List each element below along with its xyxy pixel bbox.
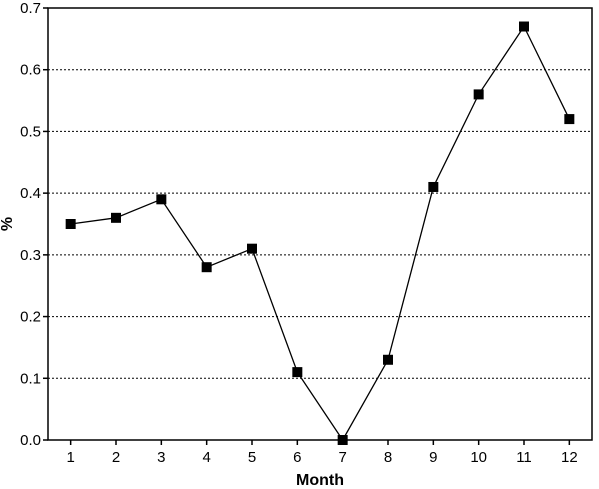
data-point — [383, 354, 393, 365]
data-point — [337, 435, 348, 445]
x-tick-label: 3 — [157, 449, 165, 466]
y-tick-label: 0.7 — [20, 0, 41, 17]
x-tick-label: 2 — [112, 449, 120, 466]
x-tick-label: 6 — [293, 449, 301, 466]
data-point — [65, 219, 76, 229]
x-axis-ticks: 1 2 3 4 5 6 7 8 9 10 11 12 — [66, 440, 578, 466]
data-point — [473, 89, 484, 100]
data-point — [201, 262, 212, 273]
x-tick-label: 11 — [516, 449, 532, 466]
x-tick-label: 12 — [561, 449, 578, 466]
y-axis-label: % — [0, 217, 16, 231]
y-axis-ticks: 0.0 0.1 0.2 0.3 0.4 0.5 0.6 0.7 — [20, 0, 48, 449]
y-tick-label: 0.3 — [20, 247, 41, 264]
y-tick-label: 0.6 — [20, 62, 41, 79]
plot-frame — [47, 7, 593, 441]
data-point — [564, 114, 575, 125]
data-series — [65, 21, 575, 445]
x-tick-label: 8 — [384, 449, 392, 466]
data-point — [428, 181, 439, 192]
x-tick-label: 10 — [470, 449, 487, 466]
data-point — [111, 212, 121, 223]
x-axis-label: Month — [296, 472, 344, 489]
x-tick-label: 7 — [338, 449, 346, 466]
y-tick-label: 0.2 — [20, 309, 41, 326]
y-tick-label: 0.4 — [20, 185, 41, 202]
x-tick-label: 4 — [202, 449, 210, 466]
x-tick-label: 1 — [66, 449, 74, 466]
y-tick-label: 0.5 — [20, 123, 41, 140]
data-point — [519, 21, 529, 32]
data-point — [292, 367, 303, 378]
y-tick-label: 0.1 — [20, 370, 41, 387]
grid-lines — [48, 69, 592, 379]
series-line — [70, 25, 570, 442]
y-tick-label: 0.0 — [20, 432, 41, 449]
data-point — [247, 243, 257, 254]
x-tick-label: 9 — [429, 449, 437, 466]
data-point — [156, 194, 167, 205]
x-tick-label: 5 — [248, 449, 256, 466]
